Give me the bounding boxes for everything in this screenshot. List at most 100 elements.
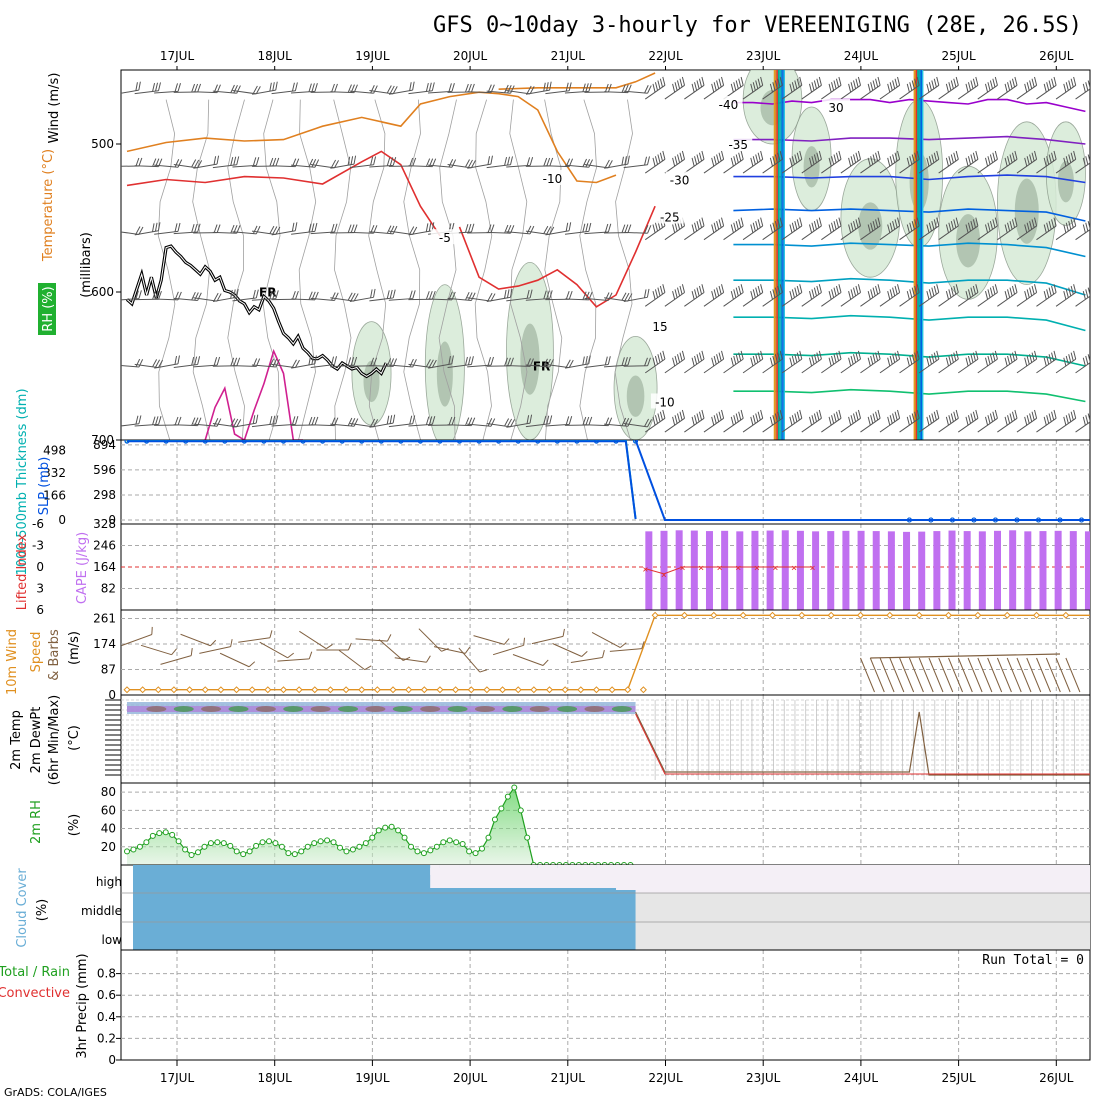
barb-flag [347, 224, 352, 233]
lifted-index-marker: × [717, 563, 723, 574]
barb-shaft [564, 90, 589, 94]
barb-flag [733, 156, 737, 165]
barb-flag [425, 83, 429, 92]
rh-marker [459, 841, 466, 848]
barb-flag [870, 156, 874, 165]
barb-flag [565, 416, 570, 425]
barb-flag [504, 84, 509, 93]
temperature-axis-title: Temperature (°C) [41, 149, 56, 262]
barb-flag [950, 154, 954, 163]
barb-flag [777, 285, 781, 295]
rh-marker [485, 834, 492, 841]
upper-wind-barb [525, 81, 552, 95]
barb-flag [769, 291, 773, 300]
barb-flag [194, 159, 200, 168]
barb-shaft [512, 654, 544, 666]
barb-flag [892, 354, 896, 363]
upper-wind-barb [781, 284, 803, 307]
cape-bar [918, 531, 926, 610]
barb-flag [1082, 291, 1086, 300]
cape-bar [812, 531, 820, 610]
wind-speed-marker [856, 611, 865, 619]
barb-flag [789, 291, 793, 300]
barb-flag [953, 78, 957, 88]
barb-flag [269, 82, 272, 92]
barb-flag [870, 415, 874, 424]
barb-shaft [121, 423, 139, 428]
barb-shaft [134, 165, 159, 168]
barb-flag [811, 355, 815, 365]
barb-flag [431, 82, 435, 91]
barb-flag [994, 284, 998, 293]
barb-shaft [310, 364, 335, 368]
barb-flag [392, 157, 397, 166]
rh-marker [330, 839, 337, 846]
barb-flag [769, 83, 773, 93]
lifted-index-marker: × [754, 563, 760, 574]
barb-flag [955, 150, 959, 160]
barb-shaft [564, 164, 589, 168]
barb-flag [1029, 154, 1033, 163]
barb-flag [967, 156, 972, 165]
barb-flag [451, 159, 457, 168]
barb-shaft [173, 364, 198, 368]
rh-marker [446, 837, 453, 844]
barb-flag [138, 157, 143, 167]
upper-wind-barb [918, 76, 940, 100]
wind-speed-marker [514, 686, 522, 694]
barb-flag [428, 359, 434, 368]
barb-shaft [408, 423, 433, 427]
barb-flag [1029, 354, 1033, 363]
barb-flag [311, 159, 317, 168]
barb-flag [582, 356, 585, 366]
barb-flag [691, 83, 695, 93]
barb-flag [1053, 350, 1057, 360]
barb-flag [364, 665, 372, 671]
barb-flag [331, 292, 336, 301]
barb-flag [1007, 415, 1011, 424]
upper-wind-barb [1036, 217, 1057, 241]
barb-flag [733, 82, 737, 91]
barb-flag [672, 83, 676, 93]
barb-flag [373, 419, 379, 428]
upper-wind-barb [349, 418, 379, 428]
barb-flag [291, 222, 295, 232]
barb-flag [909, 289, 913, 298]
barb-flag [659, 285, 663, 295]
barb-flag [470, 160, 476, 169]
barb-shaft [251, 230, 276, 235]
temp-minmax-marker [474, 706, 495, 712]
cape-bar [1054, 530, 1062, 610]
barb-flag [752, 82, 756, 91]
barb-flag [1009, 354, 1013, 363]
barb-shaft [154, 230, 179, 235]
barb-flag [769, 224, 773, 233]
barb-shaft [604, 297, 628, 302]
barb-flag [479, 669, 488, 673]
rh-marker [324, 837, 331, 844]
barb-flag [994, 150, 998, 160]
barb-flag [230, 639, 233, 647]
temp-minmax-marker [146, 706, 167, 712]
barb-flag [1007, 82, 1011, 91]
rh-marker [162, 829, 169, 836]
barb-flag [799, 150, 803, 160]
rh-contour-line [474, 99, 493, 440]
upper-wind-barb [388, 290, 416, 301]
upper-wind-barb [506, 85, 535, 95]
barb-flag [1024, 357, 1028, 367]
wind-speed-marker [405, 686, 413, 694]
barb-flag [755, 220, 759, 230]
barb-flag [914, 285, 918, 295]
barb-flag [994, 76, 998, 86]
cape-bar [948, 530, 956, 610]
pressure-axis-title: (millibars) [79, 232, 94, 298]
precip-panel: 0.80.60.40.20 Run Total = 0 Total / Rain… [0, 949, 1091, 1067]
upper-wind-barb [1036, 284, 1057, 307]
barb-flag [931, 354, 935, 363]
wind-speed-marker [483, 686, 491, 694]
barb-flag [543, 290, 547, 300]
barb-flag [504, 357, 508, 367]
